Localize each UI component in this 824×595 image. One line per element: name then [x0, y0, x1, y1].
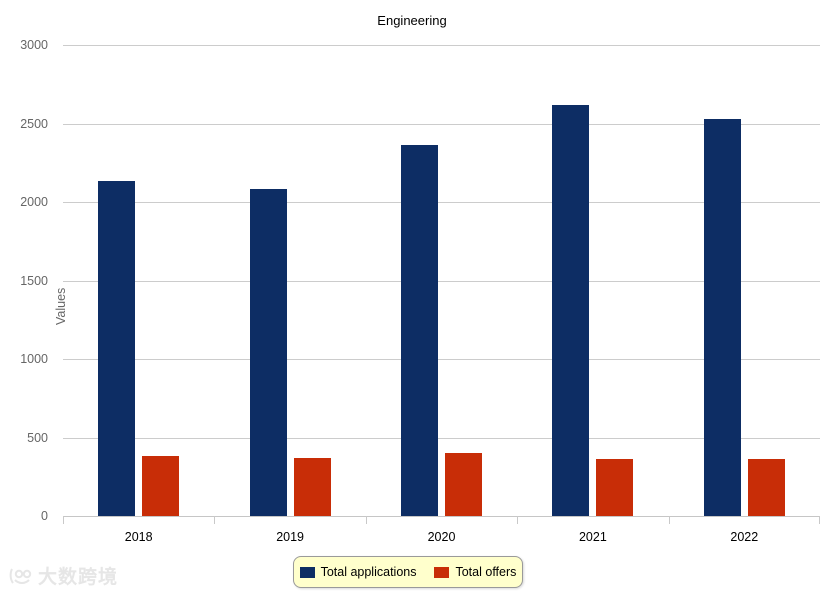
legend-swatch [434, 566, 450, 578]
x-tick-label-2019: 2019 [276, 530, 304, 544]
y-tick-label: 500 [27, 430, 48, 445]
x-axis-tick [366, 516, 367, 524]
legend-item-total-offers[interactable]: Total offers [434, 565, 516, 579]
y-tick-label: 1000 [20, 352, 48, 366]
x-axis-tick [214, 516, 215, 524]
gridline-y-500 [63, 437, 820, 439]
y-tick-label: 1500 [20, 273, 48, 288]
gridline-y-3000 [63, 45, 820, 46]
x-axis-tick [517, 516, 518, 524]
bar-total-offers-2022 [747, 459, 785, 516]
x-tick-label-2020: 2020 [427, 530, 456, 544]
x-tick-label-2022: 2022 [730, 530, 759, 544]
watermark-logo-icon [9, 568, 32, 584]
bar-total-offers-2021 [596, 458, 634, 516]
plot-area: Values 0 500 1000 1500 2000 2500 3000 2018 2019 2… [20, 38, 820, 544]
x-tick-label-2018: 2018 [124, 530, 153, 544]
x-tick-label-2021: 2021 [578, 530, 607, 544]
bar-total-applications-2019 [249, 188, 287, 516]
chart-title: Engineering [377, 13, 447, 28]
bar-total-applications-2021 [552, 104, 590, 516]
watermark-text: 大数跨境 [38, 567, 119, 588]
legend-box: Total applications Total offers [293, 556, 523, 588]
y-tick-label: 0 [41, 509, 48, 523]
bar-total-offers-2019 [293, 457, 331, 516]
watermark: 大数跨境 [8, 562, 118, 589]
bar-total-applications-2022 [703, 118, 741, 516]
bar-total-applications-2018 [98, 180, 136, 516]
bar-total-offers-2020 [445, 453, 482, 516]
y-tick-label: 2500 [20, 116, 48, 131]
gridline-y-1500 [63, 280, 820, 282]
y-tick-label: 2000 [20, 195, 48, 209]
legend-label: Total offers [455, 565, 517, 579]
gridline-y-0 [63, 516, 820, 517]
y-axis-title: Values [54, 287, 68, 325]
gridline-y-1000 [63, 359, 820, 360]
legend-swatch [299, 566, 315, 578]
y-tick-label: 3000 [20, 38, 48, 52]
legend-item-total-applications[interactable]: Total applications [299, 565, 417, 579]
x-axis-tick [669, 516, 670, 524]
gridline-y-2000 [63, 202, 820, 203]
bar-total-offers-2018 [142, 455, 180, 516]
legend-label: Total applications [320, 565, 417, 579]
x-axis-tick [819, 516, 820, 524]
x-axis-tick [63, 516, 64, 524]
gridline-y-2500 [63, 123, 820, 125]
bar-total-applications-2020 [401, 144, 438, 516]
